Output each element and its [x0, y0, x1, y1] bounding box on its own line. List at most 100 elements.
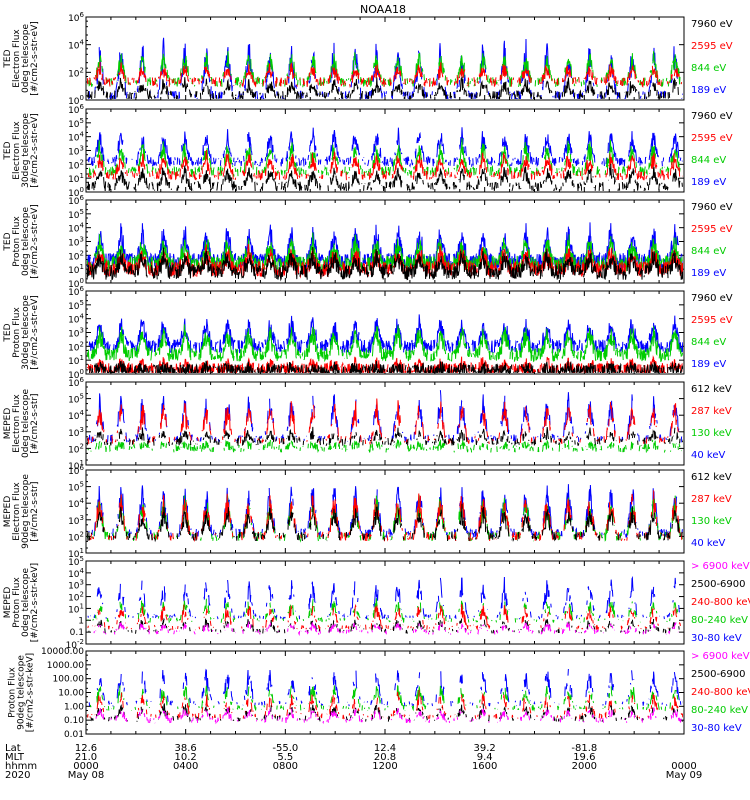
y-axis-label: Proton Flux	[12, 216, 22, 267]
y-tick-label: 103	[68, 426, 84, 439]
y-axis-label: Electron Flux	[12, 29, 22, 88]
y-tick-label: 102	[68, 340, 84, 353]
y-axis-label: 30deg telescope	[21, 113, 31, 188]
y-axis-label: 30deg telescope	[21, 295, 31, 370]
legend-entry: 612 keV	[691, 472, 732, 483]
footer-time-value: 2000	[572, 761, 597, 772]
y-tick-label: 101	[68, 547, 84, 560]
y-tick-label: 100	[68, 368, 84, 381]
legend-entry: 7960 eV	[691, 202, 733, 213]
y-tick-label: 101	[68, 602, 84, 615]
y-tick-label: 1	[78, 616, 84, 626]
y-axis-label: Proton Flux	[12, 577, 22, 628]
footer-row-label: 2020	[5, 770, 30, 781]
y-axis-label: [#/cm2-s-str]	[30, 481, 40, 541]
y-tick-label: 106	[68, 11, 84, 24]
footer-mlt-value: 9.4	[477, 752, 493, 763]
footer-row-label: MLT	[5, 752, 25, 763]
y-tick-label: 105	[68, 208, 84, 221]
trace-612-kev	[87, 426, 683, 446]
panel-traces	[86, 37, 684, 99]
panel-traces	[87, 484, 683, 543]
legend-entry: 7960 eV	[691, 111, 733, 122]
chart-title: NOAA18	[360, 3, 406, 16]
y-tick-label: 102	[68, 530, 84, 543]
trace-80-240-kev	[88, 598, 684, 622]
y-tick-label: 105	[68, 117, 84, 130]
legend-entry: > 6900 keV	[691, 651, 750, 662]
panel-traces	[87, 222, 683, 282]
y-tick-label: 100.00	[53, 675, 85, 685]
y-tick-label: 104	[68, 39, 84, 52]
legend-entry: 80-240 keV	[691, 615, 748, 626]
legend-entry: 189 eV	[691, 85, 726, 96]
footer-row-label: hhmm	[5, 761, 37, 772]
y-axis-label: [#/cm2-s-str-keV]	[30, 563, 40, 642]
y-axis-label: MEPED	[3, 408, 13, 440]
y-axis-label: 90deg telescope	[21, 474, 31, 549]
y-tick-label: 100	[68, 277, 84, 290]
footer-mlt-value: 19.6	[573, 752, 595, 763]
y-tick-label: 101	[68, 263, 84, 276]
trace-2500-6900	[86, 619, 683, 634]
y-tick-label: 104	[68, 497, 84, 510]
legend-entry: 130 keV	[691, 516, 732, 527]
legend-entry: 612 keV	[691, 384, 732, 395]
y-axis-label: [#/cm2-s-str-keV]	[26, 653, 36, 732]
y-tick-label: 102	[68, 158, 84, 171]
y-tick-label: 1.00	[64, 702, 84, 712]
legend-entry: 844 eV	[691, 246, 726, 257]
y-axis-label: MEPED	[3, 587, 13, 619]
trace-844-ev	[87, 324, 683, 363]
panel-frame	[85, 290, 685, 375]
y-axis-label: Electron Flux	[12, 482, 22, 541]
legend-entry: > 6900 keV	[691, 561, 750, 572]
y-axis-label: 0deg telescope	[21, 568, 31, 638]
y-tick-label: 105	[68, 393, 84, 406]
footer-mlt-value: 21.0	[75, 752, 97, 763]
y-axis-label: [#/cm2-s-str]	[30, 393, 40, 453]
footer-mlt-value: 5.5	[277, 752, 293, 763]
y-axis-label: TED	[3, 141, 13, 160]
y-axis-label: [#/cm2-s-str-eV]	[30, 21, 40, 96]
legend-entry: 2500-6900	[691, 579, 746, 590]
footer-time-value: 0400	[173, 761, 198, 772]
panel-1: 100 102 104 106 TED Electron Flux 0deg telesco…	[3, 11, 733, 107]
legend-entry: 130 keV	[691, 428, 732, 439]
legend-entry: 40 keV	[691, 538, 725, 549]
legend-entry: 240-800 keV	[691, 687, 750, 698]
footer-time-value: 0800	[273, 761, 298, 772]
y-tick-label: 100	[68, 186, 84, 199]
panel-8: 0.01 0.10 1.00 10.00 100.00 1000.00 10000.00 Pr…	[8, 647, 750, 740]
trace-130-kev	[87, 495, 683, 543]
y-tick-label: 102	[68, 66, 84, 79]
trace-240-800-kev	[87, 689, 683, 720]
trace-2500-6900	[91, 703, 684, 722]
legend-entry: 30-80 keV	[691, 633, 742, 644]
y-tick-label: 104	[68, 409, 84, 422]
legend-entry: 2595 eV	[691, 133, 733, 144]
y-tick-label: 104	[68, 313, 84, 326]
footer-time-value: 1600	[472, 761, 497, 772]
footer-lat-value: -55.0	[272, 743, 298, 754]
y-tick-label: 1000.00	[47, 661, 84, 671]
trace-7960-ev	[87, 76, 683, 99]
y-axis-label: Electron Flux	[12, 121, 22, 180]
legend-entry: 189 eV	[691, 177, 726, 188]
trace-2595-ev	[87, 62, 684, 87]
legend-entry: 287 keV	[691, 494, 732, 505]
y-tick-label: 104	[68, 222, 84, 235]
y-axis-label: MEPED	[3, 496, 13, 528]
y-tick-label: 105	[68, 555, 84, 568]
y-axis-label: TED	[3, 232, 13, 251]
trace-30-80-kev	[87, 575, 681, 620]
y-tick-label: 103	[68, 236, 84, 249]
y-tick-label: 0.1	[70, 628, 84, 638]
y-tick-label: 104	[68, 131, 84, 144]
y-axis-label: 0deg telescope	[21, 24, 31, 94]
legend-entry: 287 keV	[691, 406, 732, 417]
y-axis-label: TED	[3, 323, 13, 342]
